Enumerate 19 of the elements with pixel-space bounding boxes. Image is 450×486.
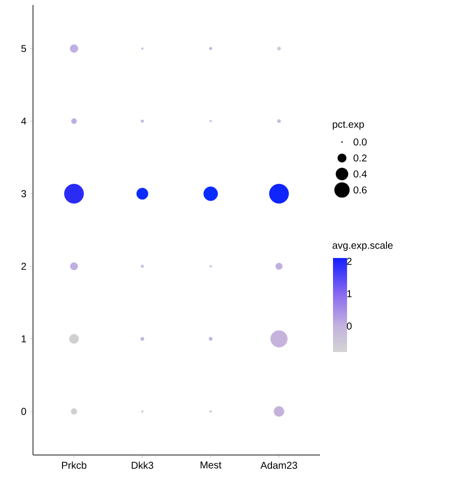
y-tick-label: 0 — [21, 408, 26, 415]
x-tick-label: Prkcb — [62, 462, 86, 469]
color-bar-label: 2 — [347, 258, 352, 265]
x-tick-label: Mest — [200, 462, 222, 468]
color-bar-label: 1 — [347, 290, 352, 298]
y-tick-label: 3 — [21, 190, 26, 198]
x-tick-label: Dkk3 — [132, 462, 154, 469]
color-bar-title: avg.exp.scale — [332, 242, 393, 251]
legend-label: 0.0 — [354, 138, 367, 146]
legend-title: pct.exp — [332, 121, 364, 130]
color-bar-label: 0 — [346, 322, 352, 330]
y-tick-label: 1 — [22, 335, 26, 342]
legend-label: 0.6 — [354, 186, 367, 194]
legend-label: 0.2 — [354, 154, 367, 162]
y-tick-label: 2 — [21, 262, 26, 270]
y-tick-label: 4 — [21, 118, 26, 125]
legend-label: 0.4 — [354, 170, 367, 178]
x-tick-label: Adam23 — [260, 462, 298, 469]
y-tick-label: 5 — [21, 45, 26, 52]
